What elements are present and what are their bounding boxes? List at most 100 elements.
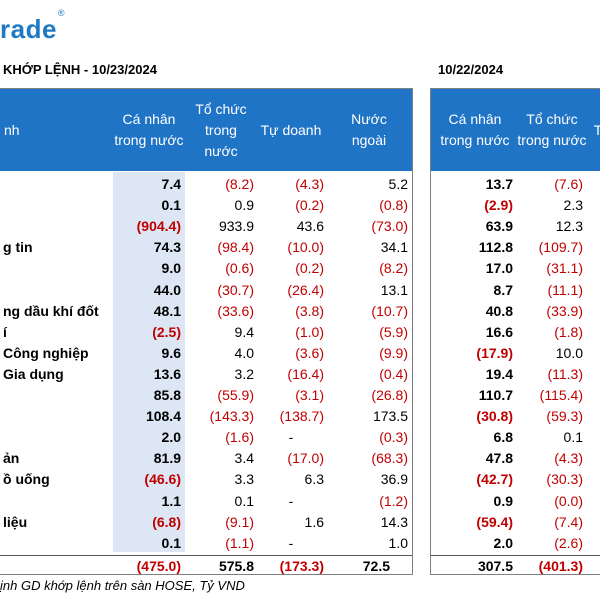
institution-value: (33.6) xyxy=(217,302,254,319)
individual-prev-value: (42.7) xyxy=(476,471,513,488)
proprietary-value: (0.2) xyxy=(295,197,324,214)
institution-value: (98.4) xyxy=(217,239,254,256)
proprietary-value: (16.4) xyxy=(287,365,324,382)
institution-value: 4.0 xyxy=(234,344,254,361)
institution-value: 0.9 xyxy=(234,197,254,214)
left-table-title: KHỚP LỆNH - 10/23/2024 xyxy=(3,62,157,77)
brand-logo: rade® xyxy=(0,8,66,44)
left-flow-table: nh Cá nhân trong nước Tổ chức trong nước… xyxy=(0,88,413,575)
foreign-value: 14.3 xyxy=(380,513,408,530)
total-divider xyxy=(0,554,412,556)
foreign-value: (0.3) xyxy=(379,429,408,446)
individual-value: (6.8) xyxy=(152,513,181,530)
header-proprietary: Tự doanh xyxy=(260,121,322,138)
foreign-value: 1.0 xyxy=(388,534,408,551)
proprietary-value: (3.1) xyxy=(295,387,324,403)
sector-name: liệu xyxy=(3,513,28,530)
proprietary-value: (1.0) xyxy=(295,323,324,340)
right-flow-table: Cá nhân trong nước Tổ chức trong nước T … xyxy=(430,88,600,575)
sector-name: ng dầu khí đốt xyxy=(3,302,99,319)
institution-value: (55.9) xyxy=(217,387,254,403)
institution-value: (8.2) xyxy=(225,176,254,192)
institution-prev-value: (7.4) xyxy=(554,513,583,530)
foreign-value: 34.1 xyxy=(380,239,408,256)
header-institution-prev: Tổ chức trong nước xyxy=(517,111,587,148)
individual-value: 74.3 xyxy=(153,239,181,256)
institution-prev-value: 2.3 xyxy=(563,197,583,214)
institution-value: (1.1) xyxy=(225,534,254,551)
foreign-value: (9.9) xyxy=(379,344,408,361)
individual-value: 108.4 xyxy=(145,408,181,425)
proprietary-value: (17.0) xyxy=(287,450,324,467)
proprietary-value: (3.6) xyxy=(295,344,324,361)
left-table-header: nh Cá nhân trong nước Tổ chức trong nước… xyxy=(0,89,412,171)
header-institution: Tổ chức trong nước xyxy=(195,100,247,159)
institution-prev-value: (7.6) xyxy=(554,176,583,192)
individual-value: 0.1 xyxy=(161,534,181,551)
institution-value: (0.6) xyxy=(225,260,254,277)
individual-prev-value: 8.7 xyxy=(493,281,513,298)
foreign-value: 5.2 xyxy=(388,176,408,192)
individual-prev-value: 2.0 xyxy=(493,534,513,551)
individual-value: 48.1 xyxy=(153,302,181,319)
sector-name: g tin xyxy=(3,239,33,256)
individual-value: 81.9 xyxy=(153,450,181,467)
institution-prev-value: (0.0) xyxy=(554,492,583,509)
individual-prev-value: (17.9) xyxy=(476,344,513,361)
individual-value: 7.4 xyxy=(161,176,181,192)
institution-value: (30.7) xyxy=(217,281,254,298)
proprietary-value: (138.7) xyxy=(279,408,324,425)
header-foreign: Nước ngoài xyxy=(351,111,387,148)
institution-prev-value: 10.0 xyxy=(555,344,583,361)
foreign-value: 173.5 xyxy=(372,408,408,425)
total-foreign: 72.5 xyxy=(362,557,390,574)
individual-prev-value: 112.8 xyxy=(478,239,513,256)
individual-value: 9.0 xyxy=(161,260,181,277)
institution-value: 3.2 xyxy=(234,365,254,382)
institution-prev-value: (33.9) xyxy=(546,302,583,319)
individual-prev-value: 16.6 xyxy=(485,323,513,340)
proprietary-value: (10.0) xyxy=(287,239,324,256)
foreign-value: (0.8) xyxy=(379,197,408,214)
institution-prev-value: (31.1) xyxy=(546,260,583,277)
individual-prev-value: 110.7 xyxy=(478,387,513,403)
sector-name: Gia dụng xyxy=(3,365,64,382)
individual-value: (904.4) xyxy=(136,218,181,235)
institution-value: 933.9 xyxy=(218,218,254,235)
institution-prev-value: (11.3) xyxy=(547,365,583,382)
individual-prev-value: (59.4) xyxy=(476,513,513,530)
sector-name: Công nghiệp xyxy=(3,344,89,361)
sector-name: í xyxy=(3,323,7,340)
proprietary-value: (26.4) xyxy=(287,281,324,298)
institution-prev-value: 0.1 xyxy=(563,429,583,446)
individual-prev-value: (2.9) xyxy=(484,197,513,214)
individual-value: 9.6 xyxy=(161,344,181,361)
individual-prev-value: 47.8 xyxy=(485,450,513,467)
proprietary-value: 1.6 xyxy=(304,513,324,530)
institution-prev-value: (4.3) xyxy=(554,450,583,467)
individual-value: (46.6) xyxy=(144,471,181,488)
foreign-value: (68.3) xyxy=(371,450,408,467)
institution-value: 3.4 xyxy=(234,450,254,467)
total-institution: 575.8 xyxy=(218,557,254,574)
individual-value: 2.0 xyxy=(161,429,181,446)
right-table-title: 10/22/2024 xyxy=(438,62,504,77)
footnote: ịnh GD khớp lệnh trên sàn HOSE, Tỷ VND xyxy=(0,578,245,593)
institution-prev-value: (115.4) xyxy=(539,387,583,403)
individual-value: 13.6 xyxy=(153,365,181,382)
proprietary-value: - xyxy=(288,492,294,509)
proprietary-value: (3.8) xyxy=(295,302,324,319)
foreign-value: (0.4) xyxy=(379,365,408,382)
institution-prev-value: (2.6) xyxy=(554,534,583,551)
foreign-value: (73.0) xyxy=(371,218,408,235)
total-proprietary: (173.3) xyxy=(279,557,324,574)
proprietary-value: 6.3 xyxy=(304,471,324,488)
header-individual-prev: Cá nhân trong nước xyxy=(440,111,510,148)
individual-prev-value: 17.0 xyxy=(485,260,513,277)
individual-prev-value: 63.9 xyxy=(485,218,513,235)
total-individual-prev: 307.5 xyxy=(477,557,513,574)
proprietary-value: (0.2) xyxy=(295,260,324,277)
individual-value: 44.0 xyxy=(153,281,181,298)
total-divider xyxy=(431,554,600,556)
foreign-value: (26.8) xyxy=(371,387,408,403)
